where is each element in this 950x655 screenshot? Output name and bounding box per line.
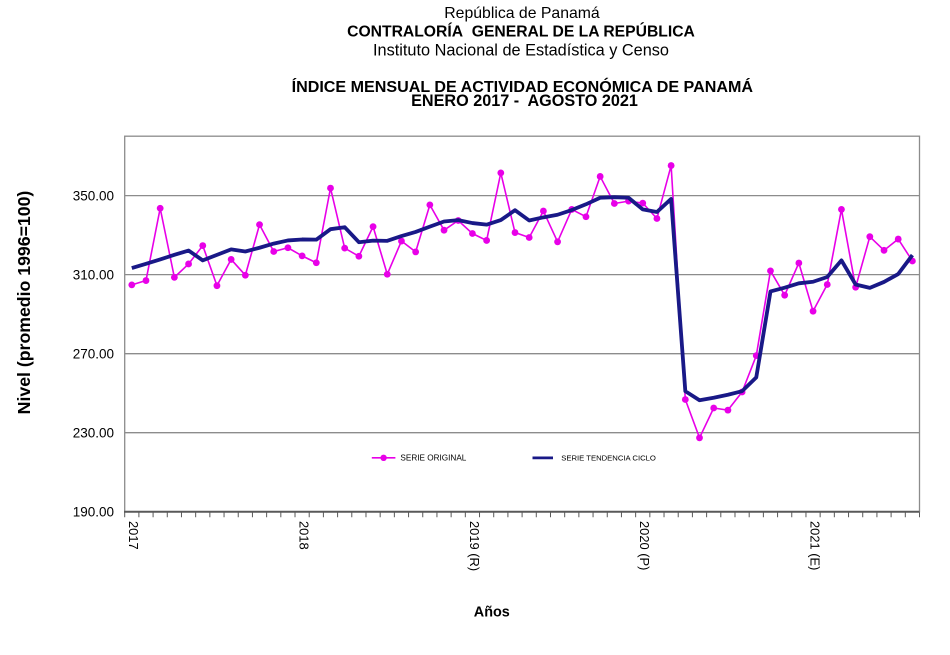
svg-text:190.00: 190.00 [73, 504, 114, 519]
svg-text:ENERO 2017 - AGOSTO 2021: ENERO 2017 - AGOSTO 2021 [411, 92, 638, 110]
svg-text:Años: Años [474, 605, 510, 621]
svg-text:Instituto Nacional de Estadíst: Instituto Nacional de Estadística y Cens… [373, 42, 669, 60]
svg-text:2020 (P): 2020 (P) [637, 521, 652, 570]
svg-text:230.00: 230.00 [73, 425, 114, 440]
svg-text:CONTRALORÍA GENERAL DE LA REP: CONTRALORÍA GENERAL DE LA REPÚBLICA [347, 22, 695, 41]
svg-text:República de Panamá: República de Panamá [444, 5, 600, 22]
svg-text:270.00: 270.00 [73, 346, 114, 361]
svg-text:2017: 2017 [126, 521, 141, 550]
svg-text:2019 (R): 2019 (R) [467, 521, 482, 571]
svg-text:2021 (E): 2021 (E) [808, 521, 823, 570]
svg-text:ÍNDICE MENSUAL DE ACTIVIDAD EC: ÍNDICE MENSUAL DE ACTIVIDAD ECONÓMICA DE… [292, 77, 754, 96]
svg-text:2018: 2018 [297, 521, 312, 550]
svg-text:SERIE ORIGINAL: SERIE ORIGINAL [400, 454, 466, 463]
svg-text:310.00: 310.00 [73, 267, 114, 282]
svg-text:Nivel (promedio 1996=100): Nivel (promedio 1996=100) [14, 191, 34, 415]
svg-text:350.00: 350.00 [73, 188, 114, 203]
svg-text:SERIE TENDENCIA CICLO: SERIE TENDENCIA CICLO [561, 454, 656, 463]
